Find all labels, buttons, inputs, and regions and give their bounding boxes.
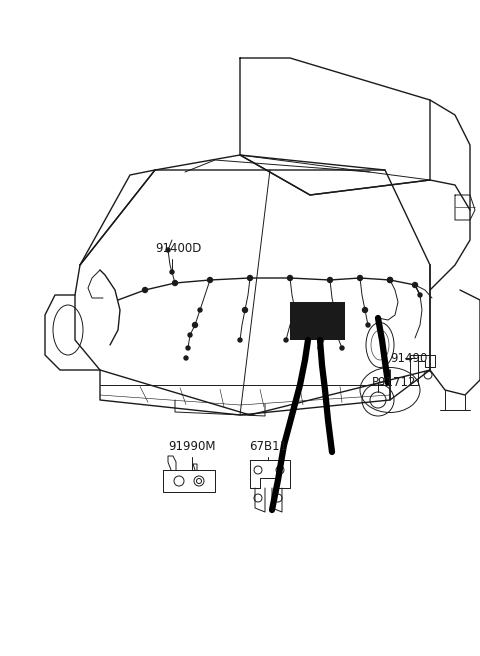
Circle shape xyxy=(340,346,344,350)
Circle shape xyxy=(412,283,418,287)
Text: 91490: 91490 xyxy=(390,352,427,365)
Circle shape xyxy=(186,346,190,350)
Circle shape xyxy=(366,323,370,327)
Circle shape xyxy=(184,356,188,360)
Circle shape xyxy=(284,338,288,342)
Circle shape xyxy=(170,270,174,274)
Circle shape xyxy=(172,281,178,285)
Circle shape xyxy=(242,308,248,312)
Circle shape xyxy=(238,338,242,342)
Circle shape xyxy=(207,277,213,283)
Circle shape xyxy=(362,308,368,312)
Circle shape xyxy=(288,276,292,281)
Circle shape xyxy=(198,308,202,312)
Text: 91400D: 91400D xyxy=(155,241,202,255)
Circle shape xyxy=(418,293,422,297)
Circle shape xyxy=(248,276,252,281)
Circle shape xyxy=(143,287,147,293)
Circle shape xyxy=(192,323,197,327)
Bar xyxy=(290,302,345,340)
Circle shape xyxy=(358,276,362,281)
Circle shape xyxy=(292,308,298,312)
Circle shape xyxy=(327,277,333,283)
Text: 67B11: 67B11 xyxy=(249,440,287,453)
Circle shape xyxy=(318,346,322,350)
Circle shape xyxy=(327,323,333,327)
Circle shape xyxy=(188,333,192,337)
Circle shape xyxy=(387,277,393,283)
Text: P91712: P91712 xyxy=(372,375,417,388)
Text: 91990M: 91990M xyxy=(168,440,216,453)
Circle shape xyxy=(387,277,393,283)
Circle shape xyxy=(306,338,310,342)
Circle shape xyxy=(166,248,170,252)
